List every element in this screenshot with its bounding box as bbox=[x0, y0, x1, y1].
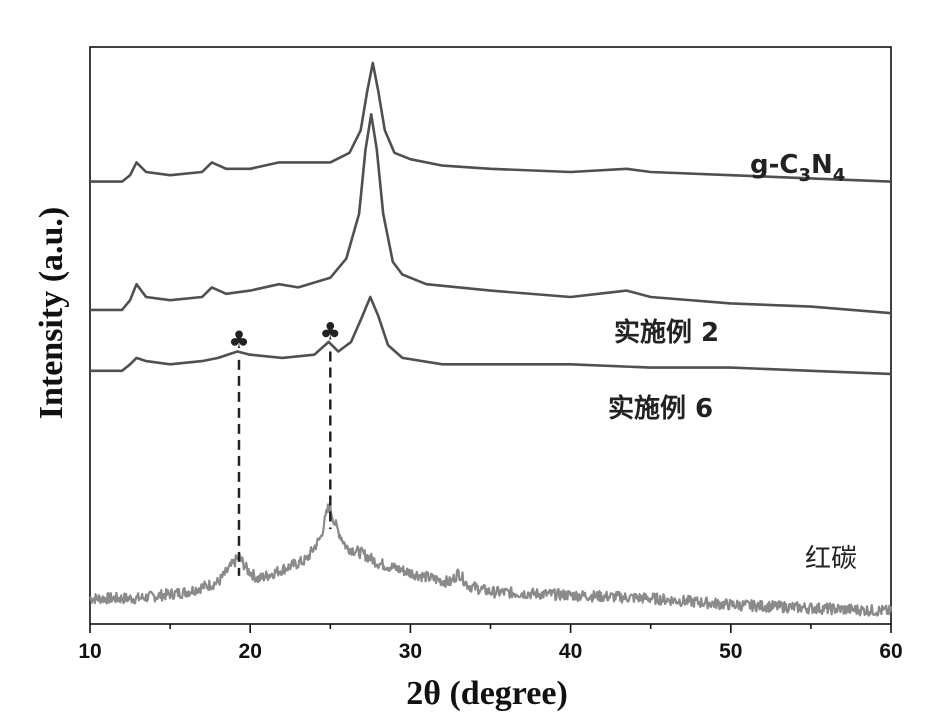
x-tick-label-60: 60 bbox=[879, 640, 902, 663]
y-axis-title: Intensity (a.u.) bbox=[33, 207, 70, 420]
x-ticks-layer: 10 20 30 40 50 60 bbox=[78, 624, 902, 663]
series-label-example-2: 实施例 2 bbox=[614, 317, 719, 348]
plot-frame bbox=[90, 47, 891, 624]
x-tick-label-40: 40 bbox=[559, 640, 582, 663]
series-label-red-carbon: 红碳 bbox=[805, 544, 857, 574]
marker-dashes-layer: ♣♣ bbox=[228, 318, 341, 576]
curves-layer bbox=[90, 63, 891, 616]
series-line-1 bbox=[90, 114, 891, 313]
series-line-3 bbox=[90, 505, 891, 616]
series-line-2 bbox=[90, 297, 891, 374]
club-marker-0: ♣ bbox=[228, 326, 250, 354]
x-tick-label-30: 30 bbox=[399, 640, 422, 663]
x-axis-title: 2θ (degree) bbox=[406, 675, 568, 712]
series-label-example-6: 实施例 6 bbox=[608, 393, 713, 424]
club-marker-1: ♣ bbox=[320, 318, 342, 346]
series-label-gc3n4: g-C3N4 bbox=[750, 150, 845, 186]
x-tick-label-20: 20 bbox=[239, 640, 262, 663]
x-tick-label-50: 50 bbox=[719, 640, 742, 663]
x-tick-label-10: 10 bbox=[78, 640, 101, 663]
